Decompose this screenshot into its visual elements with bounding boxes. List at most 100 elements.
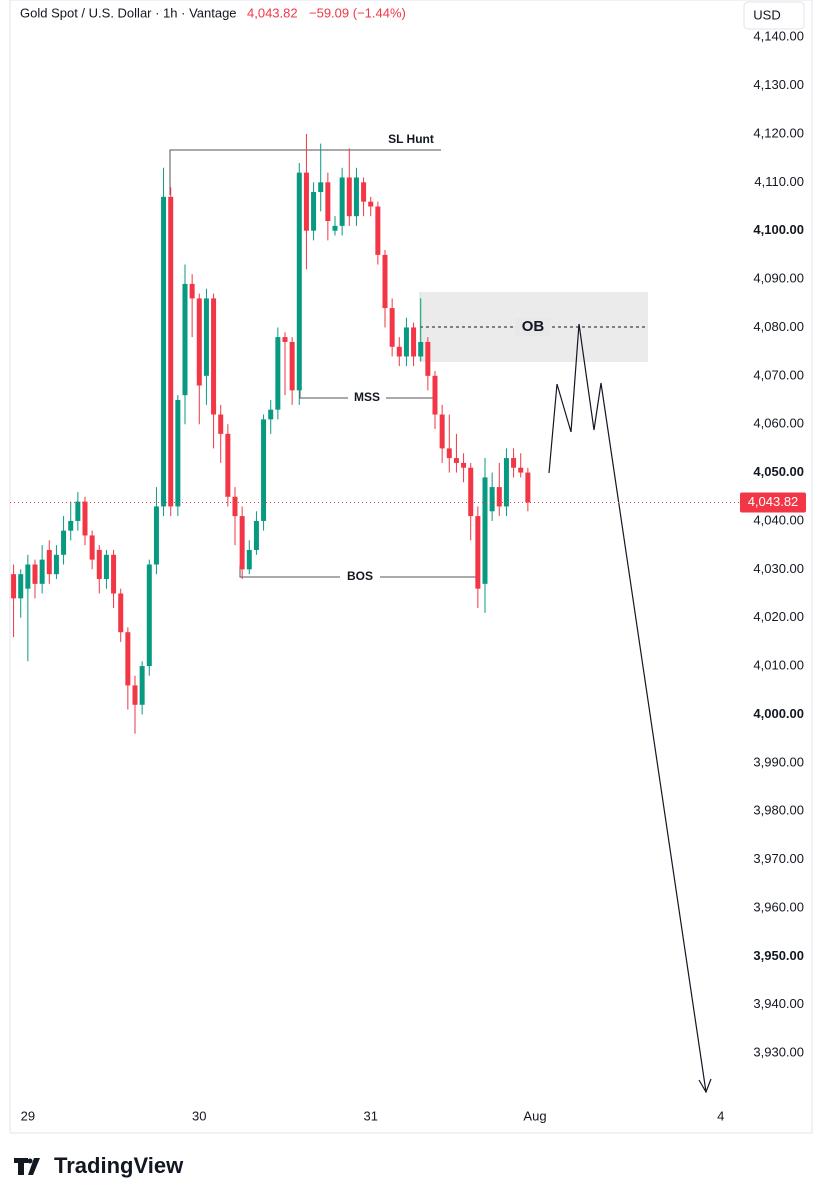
y-tick-label: 3,940.00 [753, 996, 804, 1011]
tradingview-logo [14, 1158, 40, 1175]
candle-body [189, 283, 195, 299]
candle-body [261, 419, 267, 521]
candle-body [346, 177, 352, 217]
candle-body [225, 433, 231, 497]
candle-body [175, 400, 181, 507]
y-tick-label: 4,110.00 [754, 174, 804, 189]
candle-body [211, 298, 217, 415]
candle-body [61, 530, 67, 555]
candle-body [303, 172, 309, 231]
candle-body [218, 414, 224, 434]
x-tick-label: 4 [717, 1108, 724, 1123]
candle-body [361, 182, 367, 202]
y-tick-label: 4,060.00 [753, 416, 804, 431]
candle-body [332, 225, 338, 231]
y-tick-label: 4,120.00 [753, 125, 804, 140]
y-tick-label: 4,130.00 [753, 77, 804, 92]
candle-body [89, 535, 95, 560]
candle-body [39, 559, 45, 584]
plot: 3,930.00 3,940.00 3,950.00 3,960.00 3,970.00… [10, 29, 806, 1123]
currency[interactable]: USD [753, 7, 780, 22]
candle-body [246, 549, 252, 570]
sl-hunt-line [169, 149, 441, 195]
y-tick-label: 4,000.00 [753, 706, 804, 721]
ob-label: OB [522, 318, 545, 335]
candle-body [111, 554, 117, 594]
candle-body [339, 177, 345, 226]
candle-body [146, 564, 152, 667]
candle-body [439, 414, 445, 449]
candle-body [475, 516, 481, 589]
candle-body [382, 254, 388, 309]
y-tick-label: 4,040.00 [753, 512, 804, 527]
candle-body [253, 520, 259, 550]
candle-body [168, 196, 174, 507]
x-tick-label: 31 [363, 1108, 377, 1123]
candle-body [403, 327, 409, 357]
sl-hunt-label: SL Hunt [388, 132, 434, 146]
y-tick-label: 4,010.00 [753, 658, 804, 673]
y-tick-label: 3,980.00 [753, 803, 804, 818]
candle-body [311, 191, 317, 231]
candle-body [289, 341, 295, 391]
candle-body [389, 308, 395, 347]
candle-body [139, 666, 145, 705]
candle-body [353, 177, 359, 217]
y-tick-label: 3,960.00 [753, 899, 804, 914]
candle-body [396, 346, 402, 357]
chart-frame [9, 0, 813, 1134]
last-price-label: 4,043.82 [748, 494, 799, 509]
candle-body [275, 337, 281, 410]
y-tick-label: 3,950.00 [753, 948, 804, 963]
candle-body [375, 206, 381, 255]
mss-label: MSS [354, 390, 380, 404]
candle-body [196, 298, 202, 386]
candle-body [203, 298, 209, 376]
candle-body [482, 477, 488, 584]
x-tick-label: 30 [192, 1108, 206, 1123]
y-tick-label: 4,050.00 [753, 464, 804, 479]
candle-body [296, 172, 302, 391]
brand: TradingView [54, 1153, 184, 1178]
candle-body [432, 375, 438, 415]
candle-body [182, 283, 188, 396]
candle-body [153, 506, 159, 565]
symbol: Gold Spot / U.S. Dollar · 1h · Vantage [20, 5, 237, 20]
y-tick-label: 3,970.00 [753, 851, 804, 866]
candle-body [518, 467, 524, 473]
candle-body [325, 182, 331, 222]
change: −59.09 (−1.44%) [309, 5, 406, 20]
y-tick-label: 3,990.00 [753, 754, 804, 769]
x-tick-label: 29 [21, 1108, 35, 1123]
candle-body [496, 487, 502, 507]
candle-body [132, 685, 138, 705]
currency-button[interactable] [743, 1, 805, 30]
candle-body [118, 593, 124, 633]
candle-body [368, 201, 374, 207]
candle-body [103, 554, 109, 579]
price: 4,043.82 [247, 5, 298, 20]
bos-label: BOS [347, 569, 373, 583]
y-tick-label: 3,930.00 [753, 1045, 804, 1060]
ob-label-bg [515, 318, 550, 336]
candle-body [282, 337, 288, 342]
y-tick-label: 4,080.00 [753, 319, 804, 334]
candle-body [268, 409, 274, 420]
candle-body [425, 341, 431, 376]
candle-body [411, 327, 417, 357]
candle-body [53, 554, 59, 575]
candle-body [18, 574, 24, 599]
candle-body [511, 458, 517, 468]
candle-body [32, 564, 38, 584]
x-tick-label: Aug [523, 1108, 546, 1123]
y-tick-label: 4,020.00 [753, 609, 804, 624]
candle-body [446, 448, 452, 459]
candle-body [461, 462, 467, 468]
candle-body [46, 549, 52, 575]
y-tick-label: 4,070.00 [753, 367, 804, 382]
y-tick-label: 4,090.00 [753, 271, 804, 286]
y-tick-label: 4,140.00 [753, 29, 804, 44]
candle-body [525, 472, 531, 503]
